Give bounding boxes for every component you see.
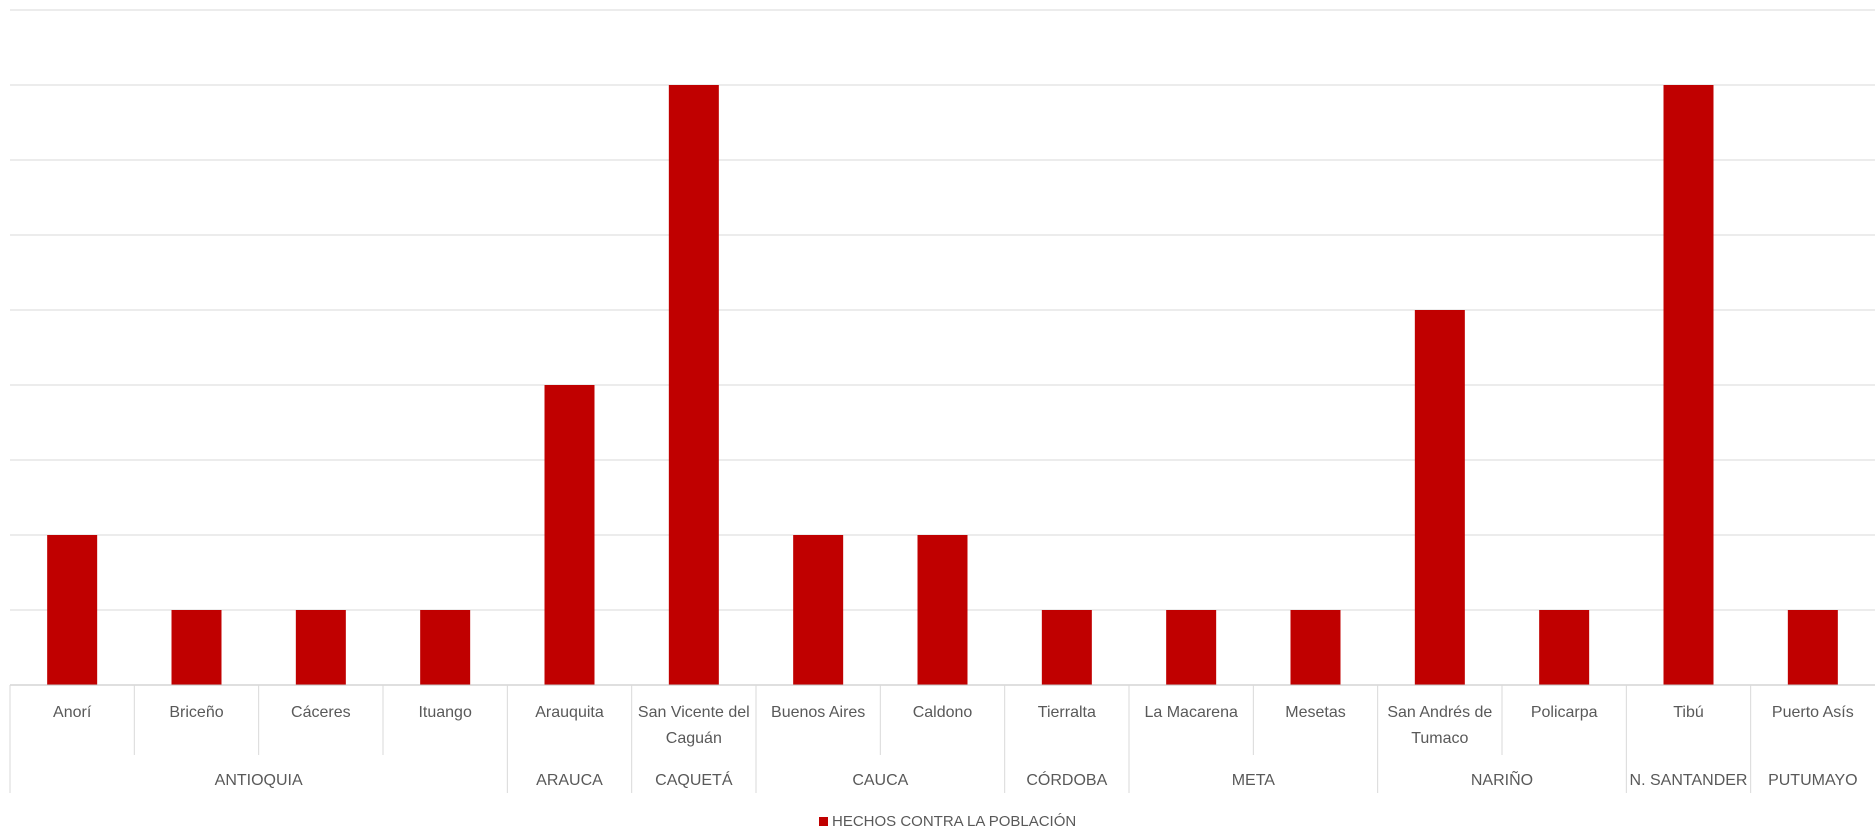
category-tick-label: Caldono (913, 704, 973, 721)
category-tick-label: Tibú (1673, 704, 1704, 721)
category-tick-label: Buenos Aires (771, 704, 865, 721)
category-tick-label: Cáceres (291, 704, 351, 721)
category-tick-label: San Vicente del Caguán (638, 704, 750, 747)
category-tick-label: Anorí (53, 704, 92, 721)
gridlines (10, 9, 1875, 611)
bar (295, 610, 346, 685)
bar (1041, 610, 1092, 685)
bar (1663, 85, 1714, 685)
category-tick-label: Puerto Asís (1772, 704, 1854, 721)
legend-label: HECHOS CONTRA LA POBLACIÓN (832, 813, 1076, 830)
group-tick-label: ARAUCA (536, 772, 603, 789)
bar (1414, 310, 1465, 685)
bars (47, 85, 1838, 685)
bar (793, 535, 844, 685)
category-axis (9, 684, 1875, 793)
group-tick-labels: ANTIOQUIA ARAUCA CAQUETÁ CAUCA CÓRDOBA META NA… (215, 769, 1858, 789)
category-tick-label: Policarpa (1531, 704, 1598, 721)
group-tick-label: PUTUMAYO (1768, 772, 1857, 789)
bar (1787, 610, 1838, 685)
category-tick-label: Mesetas (1285, 704, 1345, 721)
category-tick-labels: Anorí Briceño Cáceres Ituango Arauquita San V… (53, 704, 1854, 747)
category-tick-label: Arauquita (535, 704, 604, 721)
group-tick-label: NARIÑO (1471, 769, 1533, 789)
legend: HECHOS CONTRA LA POBLACIÓN (819, 813, 1076, 830)
group-tick-label: META (1232, 772, 1276, 789)
bar (544, 385, 595, 685)
category-tick-label: La Macarena (1144, 704, 1237, 721)
group-tick-label: CAUCA (852, 772, 908, 789)
group-tick-label: ANTIOQUIA (215, 772, 303, 789)
bar (917, 535, 968, 685)
bar (420, 610, 471, 685)
bar (668, 85, 719, 685)
category-tick-label: San Andrés de Tumaco (1387, 704, 1492, 747)
category-tick-label: Tierralta (1038, 704, 1096, 721)
bar (171, 610, 222, 685)
category-tick-label: Briceño (169, 704, 223, 721)
bar (1166, 610, 1217, 685)
legend-swatch (819, 817, 828, 826)
category-tick-label: Ituango (418, 704, 471, 721)
bar (1539, 610, 1590, 685)
bar (47, 535, 98, 685)
group-tick-label: CÓRDOBA (1026, 770, 1107, 789)
group-tick-label: N. SANTANDER (1630, 772, 1748, 789)
bar (1290, 610, 1341, 685)
group-tick-label: CAQUETÁ (655, 770, 733, 789)
